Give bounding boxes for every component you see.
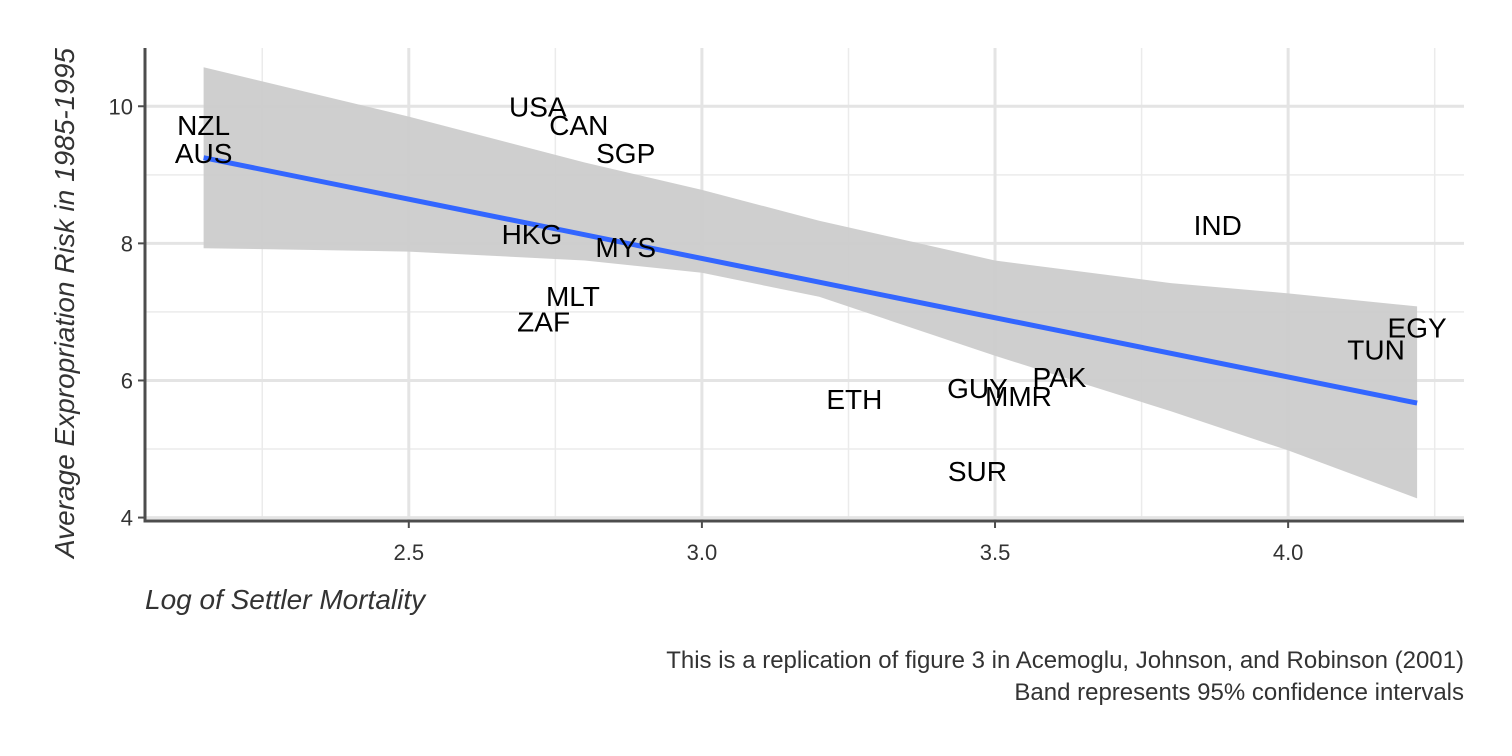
y-tick-label: 10 [109,94,133,119]
point-label-aus: AUS [175,138,233,169]
point-label-zaf: ZAF [517,307,570,338]
point-label-eth: ETH [826,384,882,415]
y-tick-label: 6 [121,368,133,393]
point-label-sgp: SGP [596,138,655,169]
x-tick-label: 2.5 [394,540,425,565]
x-tick-label: 4.0 [1273,540,1304,565]
y-tick-label: 8 [121,231,133,256]
grid-minor [145,48,1464,521]
y-tick-label: 4 [121,506,133,531]
y-axis-ticks: 4 6 8 10 [109,94,145,531]
point-label-guy: GUY [947,373,1008,404]
point-label-nzl: NZL [177,110,230,141]
caption-line-2: Band represents 95% confidence intervals [1014,679,1464,706]
point-label-usa: USA [509,91,567,122]
point-label-ind: IND [1194,210,1242,241]
x-axis-title: Log of Settler Mortality [145,584,427,615]
point-label-tun: TUN [1347,335,1405,366]
point-label-mlt: MLT [546,281,600,312]
x-tick-label: 3.0 [687,540,718,565]
point-label-hkg: HKG [502,219,563,250]
x-axis-ticks: 2.5 3.0 3.5 4.0 [394,521,1304,565]
caption-line-1: This is a replication of figure 3 in Ace… [666,647,1464,674]
point-label-egy: EGY [1388,313,1447,344]
point-label-mmr: MMR [985,381,1052,412]
point-label-pak: PAK [1033,362,1087,393]
point-label-mys: MYS [595,232,656,263]
x-tick-label: 3.5 [980,540,1011,565]
point-label-sur: SUR [948,456,1007,487]
regression-line [203,155,1418,406]
point-label-can: CAN [549,110,608,141]
axes [143,48,1464,523]
y-axis-title: Average Expropriation Risk in 1985-1995 [49,48,80,560]
